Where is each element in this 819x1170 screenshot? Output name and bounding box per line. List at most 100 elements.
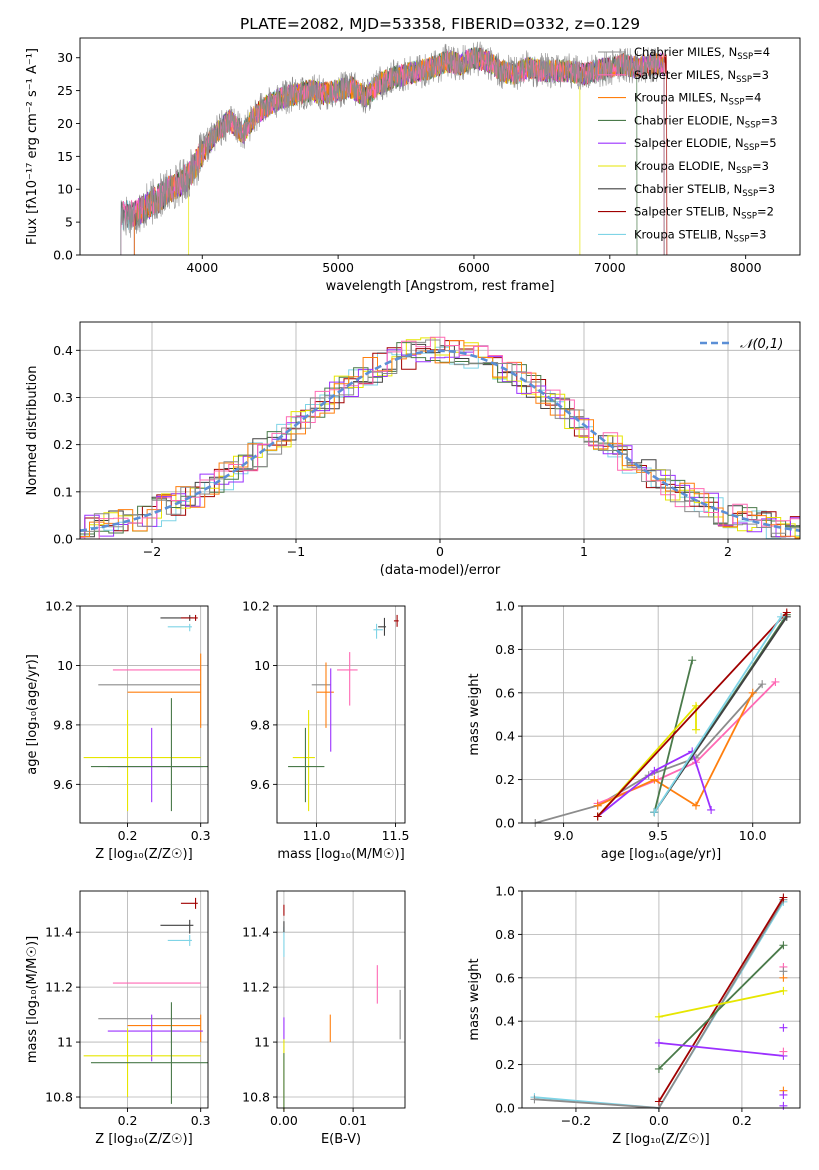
y-axis-label: Normed distribution [25,366,40,496]
legend-label: Kroupa MILES, NSSP=4 [634,91,761,108]
x-tick-label: 7000 [594,260,626,275]
spectrum-model-line [120,41,665,255]
errorbar-point [160,919,194,934]
errorbar-point [127,1014,202,1043]
mass-weight-line [658,1042,784,1057]
y-tick-label: 5 [65,215,73,230]
errorbar-point [90,1002,208,1104]
errorbar-point [180,897,198,909]
errorbar-point [107,1014,203,1062]
marker [654,1097,663,1106]
axes-frame [276,890,406,1109]
y-tick-label: 9.6 [250,777,270,792]
x-tick-label: 4000 [186,260,218,275]
y-tick-label: 0.4 [53,343,73,358]
marker [779,941,788,950]
panel-age-vs-mass: 11.0 11.5 9.6 9.8 10 10.2 mass [log₁₀(M/M☉)] [242,599,409,863]
y-tick-label: 11.4 [45,925,73,940]
y-tick-label: 11 [254,1035,270,1050]
x-axis-label: Z [log₁₀(Z/Z☉)] [612,1132,709,1147]
marker [758,680,767,689]
legend-label: Chabrier ELODIE, NSSP=3 [634,113,778,130]
x-tick-label: 6000 [458,260,490,275]
errorbar-point [167,623,192,632]
x-tick-label: 10.0 [739,828,767,843]
x-tick-label: −0.2 [561,1113,591,1128]
legend-label: Chabrier STELIB, NSSP=3 [634,182,775,199]
y-tick-label: 0.0 [53,532,73,547]
y-tick-label: 0.8 [495,927,515,942]
y-tick-label: 10 [57,182,73,197]
y-tick-label: 0.6 [495,970,515,985]
y-tick-label: 9.8 [53,717,73,732]
y-tick-label: 9.6 [53,777,73,792]
x-tick-label: 11.5 [382,828,410,843]
x-tick-label: 2 [724,544,732,559]
residual-histogram [80,346,800,539]
marker [779,1023,788,1032]
x-axis-label: wavelength [Angstrom, rest frame] [326,279,555,294]
x-tick-label: 9.5 [648,828,668,843]
marker [530,1095,539,1104]
axes-frame [79,890,209,1109]
y-tick-label: 0.4 [495,729,515,744]
marker [779,967,788,976]
y-tick-label: 0.0 [495,1101,515,1116]
x-tick-label: 9.0 [554,828,574,843]
x-tick-label: 8000 [730,260,762,275]
panel-residuals: −2 −1 0 1 2 0.0 0.1 0.2 0.3 0.4 (data-model)/error… [25,321,801,578]
x-tick-label: −2 [143,544,161,559]
y-tick-label: 0.2 [495,772,515,787]
marker [779,893,788,902]
marker [650,766,659,775]
figure-title: PLATE=2082, MJD=53358, FIBERID=0332, z=0… [240,15,640,33]
marker [777,612,786,621]
errorbar-point [167,934,192,946]
y-tick-label: 1.0 [495,884,515,899]
marker [707,805,716,814]
residual-histogram [80,339,800,539]
errorbar-point [127,653,202,728]
axes-frame [521,890,801,1109]
marker [691,725,700,734]
y-tick-label: 11.2 [242,980,270,995]
x-tick-label: 11.0 [303,828,331,843]
y-tick-label: 1.0 [495,599,515,614]
y-tick-label: 11 [57,1035,73,1050]
x-tick-label: 0.00 [270,1113,298,1128]
errorbar-point [107,727,203,803]
x-tick-label: 0.0 [649,1113,669,1128]
marker [688,656,697,665]
y-tick-label: 0.2 [53,437,73,452]
mass-weight-line [653,616,782,813]
errorbar-point [378,617,387,636]
x-tick-label: 0 [436,544,444,559]
y-tick-label: 10.8 [242,1090,270,1105]
legend-label: Kroupa ELODIE, NSSP=3 [634,159,769,176]
marker [771,677,780,686]
panel-spectrum: 4000 5000 6000 7000 8000 0.0 5 10 15 20 25 30 wavele… [25,37,801,294]
gaussian-curve [80,349,800,532]
marker [593,801,602,810]
x-tick-label: 5000 [322,260,354,275]
y-tick-label: 10 [57,658,73,673]
marker [779,986,788,995]
axes-frame [276,605,406,824]
y-axis-label: Flux [fλ10⁻¹⁷ erg cm⁻² s⁻¹ A⁻¹] [25,48,40,245]
legend-label: 𝒩(0,1) [740,337,783,352]
axes-frame [79,37,801,256]
y-tick-label: 30 [57,50,73,65]
y-axis-label: mass weight [467,958,482,1040]
mass-weight-line [597,692,754,807]
residual-histogram [80,336,800,539]
marker [691,801,700,810]
mass-weight-line [658,944,785,1070]
y-tick-label: 0.1 [53,484,73,499]
y-tick-label: 10.2 [45,599,73,614]
x-axis-label: (data-model)/error [380,563,501,578]
y-tick-label: 15 [57,149,73,164]
legend-label: Salpeter MILES, NSSP=3 [634,68,769,85]
y-tick-label: 10.2 [242,599,270,614]
marker [782,608,791,617]
y-tick-label: 0.2 [495,1057,515,1072]
